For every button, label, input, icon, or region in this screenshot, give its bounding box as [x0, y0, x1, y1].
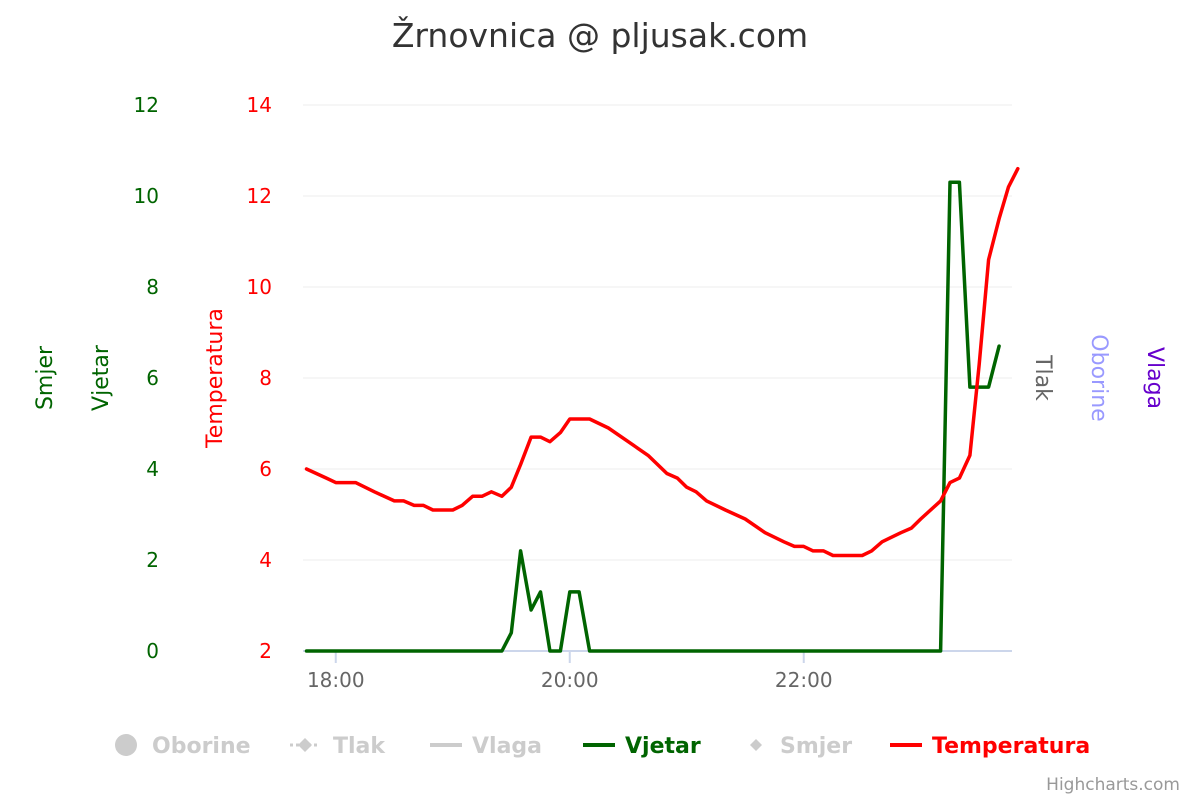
temperature-axis-tick-label: 8 [259, 366, 272, 390]
wind-axis-tick-label: 4 [146, 457, 159, 481]
legend-label: Vjetar [625, 734, 701, 759]
wind-axis-title: Vjetar [89, 344, 114, 411]
wind-axis-tick-label: 2 [146, 548, 159, 572]
legend-label: Smjer [780, 734, 852, 759]
legend-label: Temperatura [932, 734, 1090, 759]
wind-axis-tick-label: 12 [134, 93, 159, 117]
right-axis-title: Tlak [1030, 354, 1055, 401]
x-tick-label: 18:00 [307, 668, 365, 692]
legend-symbol-diamond [750, 739, 762, 751]
x-tick-label: 20:00 [541, 668, 599, 692]
temperature-axis-tick-label: 10 [247, 275, 272, 299]
wind-axis-tick-label: 10 [134, 184, 159, 208]
wind-axis-tick-label: 8 [146, 275, 159, 299]
temperature-axis-tick-label: 6 [259, 457, 272, 481]
legend-item-vjetar[interactable]: Vjetar [583, 734, 701, 759]
wind-axis-tick-label: 6 [146, 366, 159, 390]
legend-item-oborine[interactable]: Oborine [115, 734, 251, 759]
legend-symbol-diamond [298, 738, 312, 752]
legend-label: Tlak [333, 734, 386, 759]
temperature-axis-tick-label: 12 [247, 184, 272, 208]
legend-item-temperatura[interactable]: Temperatura [890, 734, 1090, 759]
temperature-axis-tick-label: 2 [259, 639, 272, 663]
temperature-axis-tick-label: 14 [247, 93, 272, 117]
legend-item-tlak[interactable]: Tlak [290, 734, 386, 759]
legend-item-smjer[interactable]: Smjer [750, 734, 852, 759]
temperature-axis-title: Temperatura [203, 308, 228, 449]
axes: 18:00 20:00 22:00 0 2 4 6 8 10 12 2 4 6 8 10 12 14 Smjer V… [33, 93, 1167, 692]
right-axis-title: Vlaga [1142, 347, 1167, 409]
grid [303, 104, 1012, 561]
wind-axis-tick-label: 0 [146, 639, 159, 663]
legend-label: Vlaga [472, 734, 542, 759]
series-line-vjetar[interactable] [304, 180, 1001, 653]
wind-axis-title: Smjer [33, 345, 58, 410]
series-line-temperatura[interactable] [304, 166, 1020, 558]
legend-label: Oborine [152, 734, 251, 759]
x-tick-label: 22:00 [775, 668, 833, 692]
temperature-axis-tick-label: 4 [259, 548, 272, 572]
legend: Oborine Tlak Vlaga Vjetar Smjer Temperatura [115, 734, 1090, 759]
legend-symbol-circle [115, 734, 137, 756]
legend-item-vlaga[interactable]: Vlaga [430, 734, 542, 759]
credits-link[interactable]: Highcharts.com [1046, 775, 1180, 795]
series-layer [304, 166, 1020, 653]
right-axis-title: Oborine [1086, 334, 1111, 421]
chart-title: Žrnovnica @ pljusak.com [392, 15, 808, 55]
